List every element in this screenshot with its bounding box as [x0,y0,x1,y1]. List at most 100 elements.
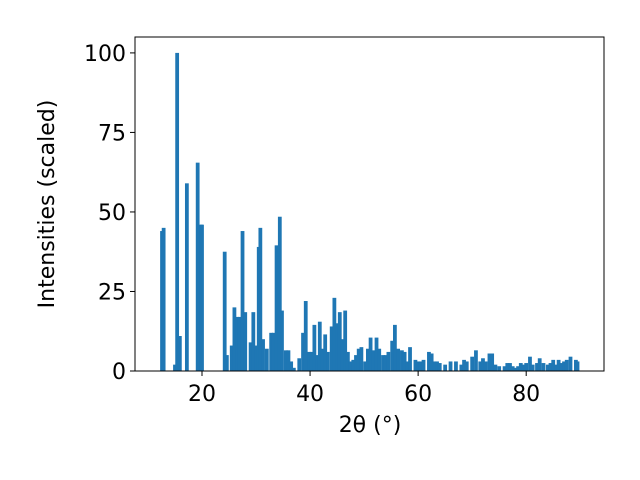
bar [421,359,426,371]
bar [524,363,529,371]
bar [516,366,520,371]
bar [258,227,263,371]
bar [363,361,368,371]
bar [429,353,434,371]
x-axis-label: 2θ (°) [339,413,402,438]
bar [291,367,296,371]
bar [271,332,276,371]
bar [229,345,234,371]
bar [337,312,342,371]
bar [377,348,382,371]
bar [354,355,358,371]
bar [393,324,397,371]
bar [402,351,407,371]
bar [348,361,353,371]
plot-frame [134,36,605,372]
bar [248,342,253,371]
bar [254,345,258,371]
y-axis-label: Intensities (scaled) [35,100,60,309]
bar [418,361,423,371]
bar [575,361,580,371]
bar [240,231,245,371]
x-tick-label: 20 [188,382,216,407]
bar [307,351,311,371]
bar [437,363,442,371]
bar [309,351,314,371]
bar [405,361,410,371]
bar [374,337,379,371]
bar [548,363,553,371]
bar [545,364,550,371]
bar [345,351,350,371]
bar [177,336,182,371]
bar [510,366,515,371]
bar [301,332,305,371]
bar [541,363,546,371]
bar [562,361,566,371]
bar [493,364,498,371]
bar [518,363,523,371]
bar [315,355,319,371]
bar [329,326,334,371]
bar [427,351,431,371]
bar [200,224,204,371]
bar [359,347,364,371]
y-tick-label: 100 [84,42,126,67]
bar [390,340,395,371]
bar [502,366,507,371]
bar [459,364,464,371]
bar [283,350,288,371]
bar [173,364,177,371]
bar [269,332,274,371]
bar [320,348,325,371]
y-tick-label: 25 [98,280,126,305]
bar [356,348,361,371]
bar [381,355,385,371]
bar [551,359,556,371]
bar [443,364,448,371]
bar [340,339,345,371]
bar [222,251,227,371]
bar [487,353,492,371]
bar [462,359,466,371]
bar [432,361,437,371]
bar [286,350,291,371]
bar [261,339,265,371]
bar [195,162,200,371]
bar [351,359,356,371]
bar [537,358,542,371]
y-tick-label: 50 [98,201,126,226]
bar [343,310,348,371]
bar [474,350,478,371]
bar [396,348,401,371]
bar [464,361,469,371]
bar [435,361,439,371]
bar [251,312,256,371]
bar [237,316,242,371]
bar [371,350,376,371]
bar [277,216,282,371]
bar [326,351,330,371]
x-tick-label: 40 [296,382,324,407]
bar [368,337,373,371]
bar [297,358,302,371]
bar [317,321,322,371]
bar [383,355,388,371]
bar [243,312,248,371]
bar [470,356,475,371]
bar [554,364,558,371]
bar [400,350,404,371]
bar [416,361,421,371]
bar [490,353,495,371]
bar [264,348,269,371]
bar [386,351,391,371]
bar [478,361,483,371]
bar [505,363,510,371]
bar [483,361,488,371]
bar [332,297,337,371]
bar [528,356,532,371]
bar [535,363,539,371]
bar [481,358,485,371]
bar [530,364,535,371]
